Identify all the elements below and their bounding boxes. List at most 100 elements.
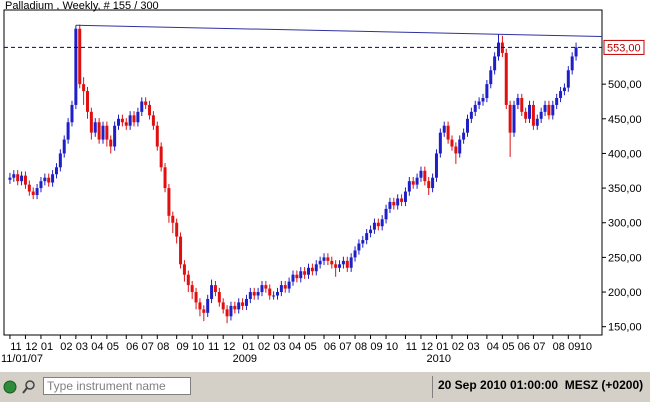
candle-body xyxy=(493,56,497,71)
candle-body xyxy=(365,233,369,241)
candle-body xyxy=(403,191,407,202)
candle-body xyxy=(341,260,345,265)
x-tick-label: 07 xyxy=(142,341,154,353)
candle-body xyxy=(357,243,361,251)
candle-body xyxy=(194,292,198,303)
candle-body xyxy=(566,70,570,88)
candle-body xyxy=(213,285,217,293)
candle-body xyxy=(485,84,489,99)
candle-body xyxy=(198,302,202,310)
candle-body xyxy=(392,201,396,206)
candle-body xyxy=(268,288,272,296)
x-tick-label: 12 xyxy=(25,341,37,353)
candle-body xyxy=(442,125,446,133)
candle-body xyxy=(303,271,307,275)
candle-body xyxy=(190,285,194,293)
candle-body xyxy=(132,115,136,123)
candle-body xyxy=(244,298,248,306)
candle-body xyxy=(210,285,214,299)
candle-body xyxy=(310,267,314,272)
x-tick-label: 08 xyxy=(553,341,565,353)
candle-body xyxy=(411,181,415,185)
candle-body xyxy=(299,271,303,279)
y-tick-label: 500,00 xyxy=(608,79,642,91)
candle-body xyxy=(462,132,466,140)
y-tick-label: 450,00 xyxy=(608,114,642,126)
candle-body xyxy=(43,177,47,182)
candle-body xyxy=(361,240,365,244)
candle-body xyxy=(524,111,528,119)
x-tick-label: 09 xyxy=(568,341,580,353)
candle-body xyxy=(113,125,117,147)
candle-body xyxy=(229,305,233,317)
candle-body xyxy=(396,198,400,206)
x-tick-label: 05 xyxy=(502,341,514,353)
x-tick-label: 10 xyxy=(386,341,398,353)
candle-body xyxy=(407,181,411,192)
candle-body xyxy=(345,260,349,268)
candle-body xyxy=(70,104,74,123)
candle-body xyxy=(140,101,144,112)
candle-body xyxy=(221,302,225,310)
candle-body xyxy=(272,295,276,297)
candle-body xyxy=(179,236,183,265)
candle-body xyxy=(318,260,322,265)
candle-body xyxy=(334,264,338,268)
candle-body xyxy=(124,122,128,126)
x-tick-label: 01 xyxy=(436,341,448,353)
candle-body xyxy=(144,101,148,105)
candle-body xyxy=(89,111,93,133)
candle-body xyxy=(252,292,256,296)
candle-body xyxy=(51,174,55,183)
candle-body xyxy=(167,188,171,216)
candle-body xyxy=(512,104,516,133)
candle-body xyxy=(47,177,51,183)
candle-body xyxy=(400,198,404,202)
x-tick-label: 09 xyxy=(370,341,382,353)
candle-body xyxy=(520,98,524,112)
candle-body xyxy=(477,101,481,105)
candle-body xyxy=(260,285,264,293)
x-tick-label: 07 xyxy=(339,341,351,353)
x-tick-label: 12 xyxy=(421,341,433,353)
x-tick-label: 02 xyxy=(452,341,464,353)
candle-body xyxy=(295,274,299,279)
candle-body xyxy=(547,104,551,116)
candle-body xyxy=(186,274,190,286)
candle-body xyxy=(182,264,186,275)
candle-body xyxy=(574,47,578,57)
instrument-search[interactable]: Type instrument name xyxy=(43,377,191,395)
y-tick-label: 200,00 xyxy=(608,287,642,299)
candle-body xyxy=(489,70,493,85)
candle-body xyxy=(62,139,66,154)
x-tick-label: 08 xyxy=(157,341,169,353)
candle-body xyxy=(326,257,330,261)
candle-body xyxy=(551,104,555,116)
candle-body xyxy=(217,292,221,303)
candle-body xyxy=(128,115,132,126)
candle-body xyxy=(438,132,442,154)
x-tick-label: 05 xyxy=(107,341,119,353)
x-tick-label: 05 xyxy=(305,341,317,353)
x-tick-label: 06 xyxy=(126,341,138,353)
candle-body xyxy=(31,191,35,196)
candle-body xyxy=(469,111,473,119)
candle-body xyxy=(497,42,501,57)
candle-body xyxy=(559,91,563,99)
candle-body xyxy=(171,215,175,223)
year-label: 2009 xyxy=(233,353,257,365)
candle-body xyxy=(155,125,159,147)
candle-body xyxy=(376,222,380,227)
x-tick-label: 11 xyxy=(10,341,21,353)
chart-background xyxy=(0,0,650,372)
x-tick-label: 04 xyxy=(289,341,301,353)
x-tick-label: 06 xyxy=(324,341,336,353)
candle-body xyxy=(27,184,31,192)
search-icon[interactable] xyxy=(25,380,35,390)
candle-body xyxy=(531,104,535,126)
candle-body xyxy=(307,267,311,275)
candle-body xyxy=(528,104,532,119)
candle-body xyxy=(66,122,70,140)
candle-body xyxy=(555,98,559,105)
